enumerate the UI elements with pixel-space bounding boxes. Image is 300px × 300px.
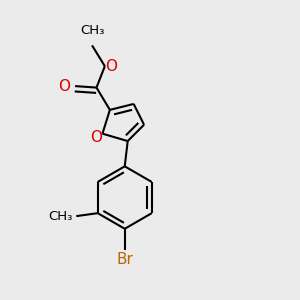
Text: CH₃: CH₃: [48, 210, 73, 223]
Text: O: O: [90, 130, 102, 145]
Text: Br: Br: [116, 252, 133, 267]
Text: O: O: [58, 79, 70, 94]
Text: CH₃: CH₃: [80, 24, 104, 37]
Text: O: O: [105, 59, 117, 74]
